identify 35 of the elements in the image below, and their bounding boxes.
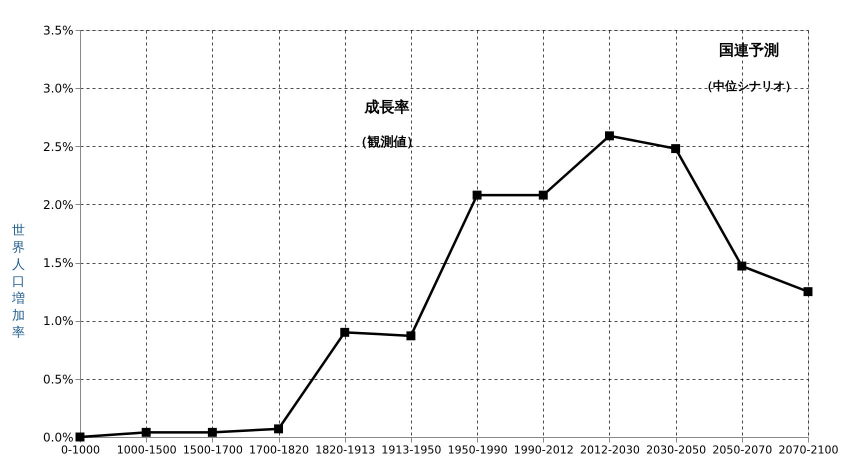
y-tick-label: 3.0% [43, 82, 74, 96]
y-tick-label: 0.0% [43, 430, 74, 444]
y-tick-label: 0.5% [43, 372, 74, 386]
x-tick-label: 2012-2030 [580, 444, 640, 456]
annotation: 国連予測 [719, 41, 779, 59]
x-tick-label: 2030-2050 [646, 444, 706, 456]
point [472, 190, 482, 200]
point [737, 262, 746, 271]
x-tick-label: 0-1000 [61, 444, 100, 456]
x-tick-label: 1000-1500 [116, 444, 177, 456]
x-tick-label: 1820-1913 [315, 444, 376, 456]
point [406, 331, 416, 340]
point [804, 287, 812, 296]
y-axis-title: 世界人口増加率 [11, 224, 25, 340]
point [671, 144, 680, 154]
point [274, 424, 284, 434]
point [142, 428, 151, 437]
y-tick-label: 1.0% [43, 314, 74, 328]
y-tick-label: 2.5% [43, 140, 74, 154]
annotation: 成長率 [364, 98, 410, 116]
point [208, 428, 217, 437]
y-tick-label: 1.5% [43, 256, 74, 270]
y-tick-label: 2.0% [43, 198, 74, 212]
point [538, 190, 548, 200]
x-tick-label: 1913-1950 [381, 444, 442, 456]
x-tick-label: 1950-1990 [448, 444, 508, 456]
x-tick-label: 2070-2100 [778, 444, 838, 456]
point [604, 131, 614, 140]
y-tick-label: 3.5% [43, 24, 74, 38]
x-tick-label: 1500-1700 [182, 444, 243, 456]
x-tick-label: 1700-1820 [249, 444, 310, 456]
point [340, 328, 350, 337]
annotation: （中位シナリオ） [701, 79, 797, 93]
x-tick-label: 1990-2012 [514, 444, 574, 456]
x-tick-label: 2050-2070 [712, 444, 772, 456]
